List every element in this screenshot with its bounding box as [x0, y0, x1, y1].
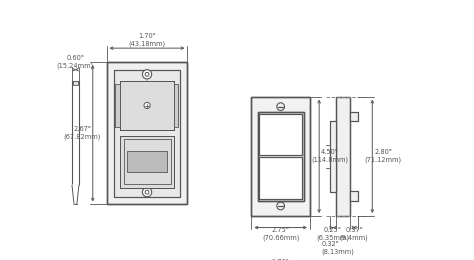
Circle shape: [145, 190, 149, 194]
Bar: [114, 70, 180, 197]
Bar: [261, 244, 300, 251]
Text: 1.70"
(43.18mm): 1.70" (43.18mm): [128, 34, 165, 47]
Bar: [330, 121, 336, 192]
Text: 0.32"
(8.13mm): 0.32" (8.13mm): [321, 241, 355, 255]
Polygon shape: [72, 185, 79, 204]
Bar: [259, 114, 302, 155]
Bar: [257, 112, 304, 201]
Bar: [259, 158, 302, 199]
Text: 2.67"
(67.82mm): 2.67" (67.82mm): [64, 126, 100, 140]
Circle shape: [277, 103, 284, 110]
Circle shape: [143, 70, 152, 79]
Bar: [107, 62, 188, 204]
Bar: [336, 97, 350, 216]
Bar: [251, 97, 310, 216]
Bar: [73, 81, 78, 85]
Text: 4.50"
(114.8mm): 4.50" (114.8mm): [311, 149, 348, 163]
Bar: [173, 84, 178, 127]
Bar: [120, 136, 173, 187]
Circle shape: [143, 187, 152, 197]
Bar: [257, 112, 304, 201]
Text: 0.37"
(9.4mm): 0.37" (9.4mm): [340, 228, 369, 242]
Bar: [127, 151, 167, 172]
Bar: [120, 81, 173, 130]
Bar: [251, 97, 310, 216]
Text: 1.76"
(44.7mm): 1.76" (44.7mm): [264, 259, 297, 260]
Bar: [115, 84, 120, 127]
Circle shape: [144, 102, 150, 109]
Bar: [107, 62, 188, 204]
Bar: [275, 241, 286, 244]
Bar: [114, 70, 180, 197]
Bar: [120, 136, 173, 187]
Bar: [72, 81, 79, 185]
Bar: [350, 191, 358, 201]
Bar: [275, 241, 286, 244]
Bar: [350, 112, 358, 121]
Bar: [259, 158, 302, 199]
Text: 0.60"
(15.24mm): 0.60" (15.24mm): [57, 55, 94, 69]
Bar: [350, 112, 358, 121]
Bar: [350, 191, 358, 201]
Bar: [330, 121, 336, 192]
Circle shape: [145, 72, 149, 76]
Text: 2.80"
(71.12mm): 2.80" (71.12mm): [365, 149, 401, 163]
Bar: [336, 97, 350, 216]
Text: 0.25"
(6.35mm): 0.25" (6.35mm): [317, 228, 349, 242]
Bar: [261, 244, 300, 251]
Circle shape: [277, 202, 284, 210]
Bar: [259, 114, 302, 155]
Bar: [124, 139, 171, 184]
Text: 2.75"
(70.66mm): 2.75" (70.66mm): [262, 227, 300, 241]
Bar: [120, 81, 173, 130]
